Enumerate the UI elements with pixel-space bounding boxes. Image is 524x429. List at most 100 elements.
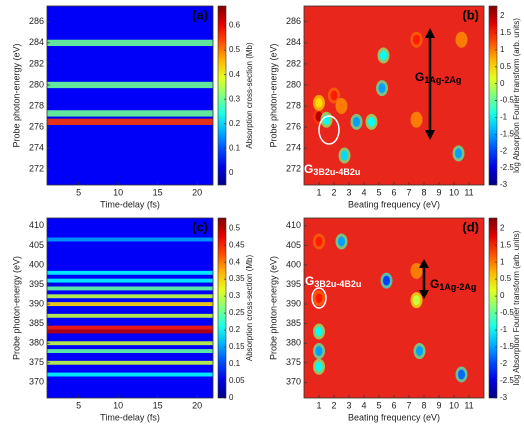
peak [455, 148, 462, 159]
colorbar-tick-label: 0 [500, 79, 505, 88]
peak [413, 295, 420, 306]
peak [315, 236, 323, 247]
y-axis-label: Probe photon-energy (eV) [268, 256, 278, 360]
x-tick-label: 1 [316, 400, 321, 410]
colorbar-tick-label: -2.5 [500, 163, 514, 172]
y-tick-label: 400 [286, 259, 301, 269]
panel-label: (d) [462, 219, 479, 234]
y-tick-label: 282 [29, 58, 44, 68]
colorbar-label: Absorption cross-section (Mb) [245, 42, 254, 149]
y-axis-label: Probe photon-energy (eV) [11, 43, 21, 147]
y-tick-label: 380 [29, 338, 44, 348]
annotation: G3B2u-4B2u [305, 274, 361, 289]
y-tick-label: 375 [29, 357, 44, 367]
peak [413, 34, 420, 45]
annotation-text: G [305, 274, 314, 288]
x-tick-label: 5 [76, 400, 81, 410]
annotation: G3B2u-4B2u [304, 162, 360, 177]
colorbar-tick-label: 1 [500, 45, 505, 54]
colorbar-tick-label: 0.4 [229, 70, 241, 79]
peak [330, 90, 338, 101]
annotation: G1Ag-2Ag [430, 277, 476, 292]
band [47, 286, 213, 291]
band [47, 110, 213, 117]
y-tick-label: 280 [29, 79, 44, 89]
peak [458, 369, 465, 380]
x-tick-label: 11 [464, 187, 473, 197]
colorbar-tick-label: -2 [500, 146, 508, 155]
colorbar [488, 217, 498, 399]
colorbar [217, 217, 227, 399]
x-tick-label: 10 [113, 400, 123, 410]
colorbar-tick-label: 0.5 [500, 274, 512, 283]
x-tick-label: 5 [76, 187, 81, 197]
colorbar-tick-label: 0.35 [229, 274, 245, 283]
y-tick-label: 395 [29, 279, 44, 289]
arrow-head [419, 290, 429, 299]
y-tick-label: 278 [29, 100, 44, 110]
band [47, 39, 213, 47]
x-axis-label: Beating frequency (eV) [348, 412, 440, 422]
colorbar-tick-label: -3 [500, 180, 508, 189]
y-tick-label: 284 [29, 37, 44, 47]
band [47, 81, 213, 89]
x-axis-label: Beating frequency (eV) [348, 199, 440, 209]
peak [338, 236, 345, 247]
annotation-text: G [415, 70, 424, 84]
peak [380, 50, 387, 61]
annotation-sub: 1Ag-2Ag [439, 282, 476, 292]
plot-background [304, 218, 484, 398]
colorbar-tick-label: -2 [500, 359, 508, 368]
colorbar-tick-label: -0.5 [500, 96, 514, 105]
x-tick-label: 10 [449, 187, 459, 197]
y-tick-label: 284 [286, 37, 301, 47]
colorbar-tick-label: 0.5 [229, 223, 241, 232]
peak [413, 265, 420, 276]
colorbar-tick-label: -1 [500, 325, 508, 334]
peak [315, 326, 323, 337]
y-tick-label: 276 [29, 121, 44, 131]
highlight [311, 287, 327, 309]
band [47, 237, 213, 242]
x-tick-label: 9 [436, 400, 441, 410]
annotation-sub: 3B2u-4B2u [314, 279, 361, 289]
y-tick-label: 380 [286, 338, 301, 348]
x-tick-label: 20 [192, 187, 202, 197]
colorbar-tick-label: -1.5 [500, 342, 514, 351]
annotation-text: G [430, 277, 439, 291]
plot-background [47, 6, 213, 185]
peak [353, 116, 360, 127]
y-tick-label: 272 [29, 164, 44, 174]
x-tick-label: 3 [346, 187, 351, 197]
colorbar-tick-label: 0.3 [229, 291, 241, 300]
highlight [318, 115, 340, 145]
panel-label: (b) [462, 7, 479, 22]
peak [315, 346, 323, 357]
colorbar-label: log Absorption Fourier transform (arb. u… [512, 230, 521, 385]
colorbar-tick-label: 0.1 [229, 359, 241, 368]
colorbar-tick-label: 0.2 [229, 119, 241, 128]
x-tick-label: 2 [331, 187, 336, 197]
colorbar-tick-label: 0.45 [229, 240, 245, 249]
y-tick-label: 390 [29, 298, 44, 308]
x-tick-label: 2 [331, 400, 336, 410]
colorbar-tick-label: -2.5 [500, 376, 514, 385]
x-tick-label: 20 [192, 400, 202, 410]
peak [413, 114, 420, 125]
axes-frame [46, 217, 214, 399]
band [47, 313, 213, 318]
x-tick-label: 11 [464, 400, 473, 410]
y-tick-label: 405 [29, 240, 44, 250]
x-tick-label: 15 [153, 187, 163, 197]
y-tick-label: 375 [286, 357, 301, 367]
colorbar-tick-label: 0.6 [229, 21, 241, 30]
band [47, 349, 213, 353]
x-tick-label: 15 [153, 400, 163, 410]
colorbar-tick-label: 1.5 [500, 28, 512, 37]
x-tick-label: 6 [391, 400, 396, 410]
x-tick-label: 5 [376, 400, 381, 410]
colorbar-tick-label: 2 [500, 223, 505, 232]
x-tick-label: 8 [421, 187, 426, 197]
band [47, 360, 213, 365]
